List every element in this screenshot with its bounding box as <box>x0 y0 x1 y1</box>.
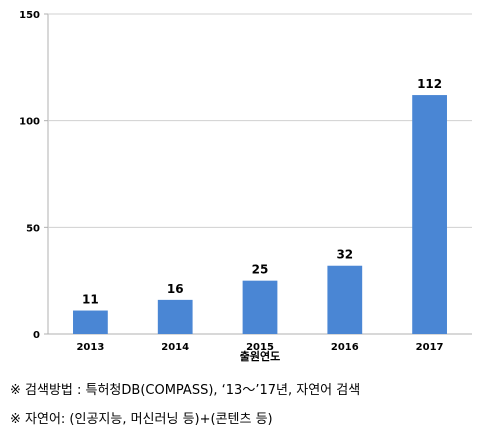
y-axis-ticks: 0 50 100 150 <box>19 10 40 341</box>
x-tick-label: 2016 <box>331 342 359 353</box>
bars <box>73 95 447 334</box>
data-label: 32 <box>336 248 353 262</box>
bar <box>327 265 363 334</box>
data-label: 112 <box>417 77 442 91</box>
bar <box>157 299 193 334</box>
x-tick-label: 2013 <box>76 342 104 353</box>
x-axis-ticks: 2013 2014 2015 2016 2017 <box>76 342 443 353</box>
x-tick-label: 2014 <box>161 342 189 353</box>
data-labels: 11 16 25 32 112 <box>82 77 442 306</box>
x-tick-label: 2015 <box>246 342 274 353</box>
data-label: 11 <box>82 293 99 307</box>
data-label: 16 <box>167 282 184 296</box>
x-tick-label: 2017 <box>416 342 444 353</box>
bar <box>242 280 278 334</box>
footnotes: ※ 검색방법 : 특허청DB(COMPASS), ‘13～’17년, 자연어 검… <box>10 376 480 434</box>
bar <box>412 95 447 334</box>
y-tick-label: 0 <box>33 330 40 341</box>
gridlines <box>44 13 472 335</box>
footnote-search-method: ※ 검색방법 : 특허청DB(COMPASS), ‘13～’17년, 자연어 검… <box>10 383 361 398</box>
y-tick-label: 50 <box>26 223 40 234</box>
y-tick-label: 150 <box>19 10 40 21</box>
y-tick-label: 100 <box>19 117 40 128</box>
data-label: 25 <box>252 263 269 277</box>
bar <box>73 310 108 334</box>
x-axis-title: 출원연도 <box>240 349 280 363</box>
footnote-keywords: ※ 자연어: (인공지능, 머신러닝 등)+(콘텐츠 등) <box>10 412 273 427</box>
